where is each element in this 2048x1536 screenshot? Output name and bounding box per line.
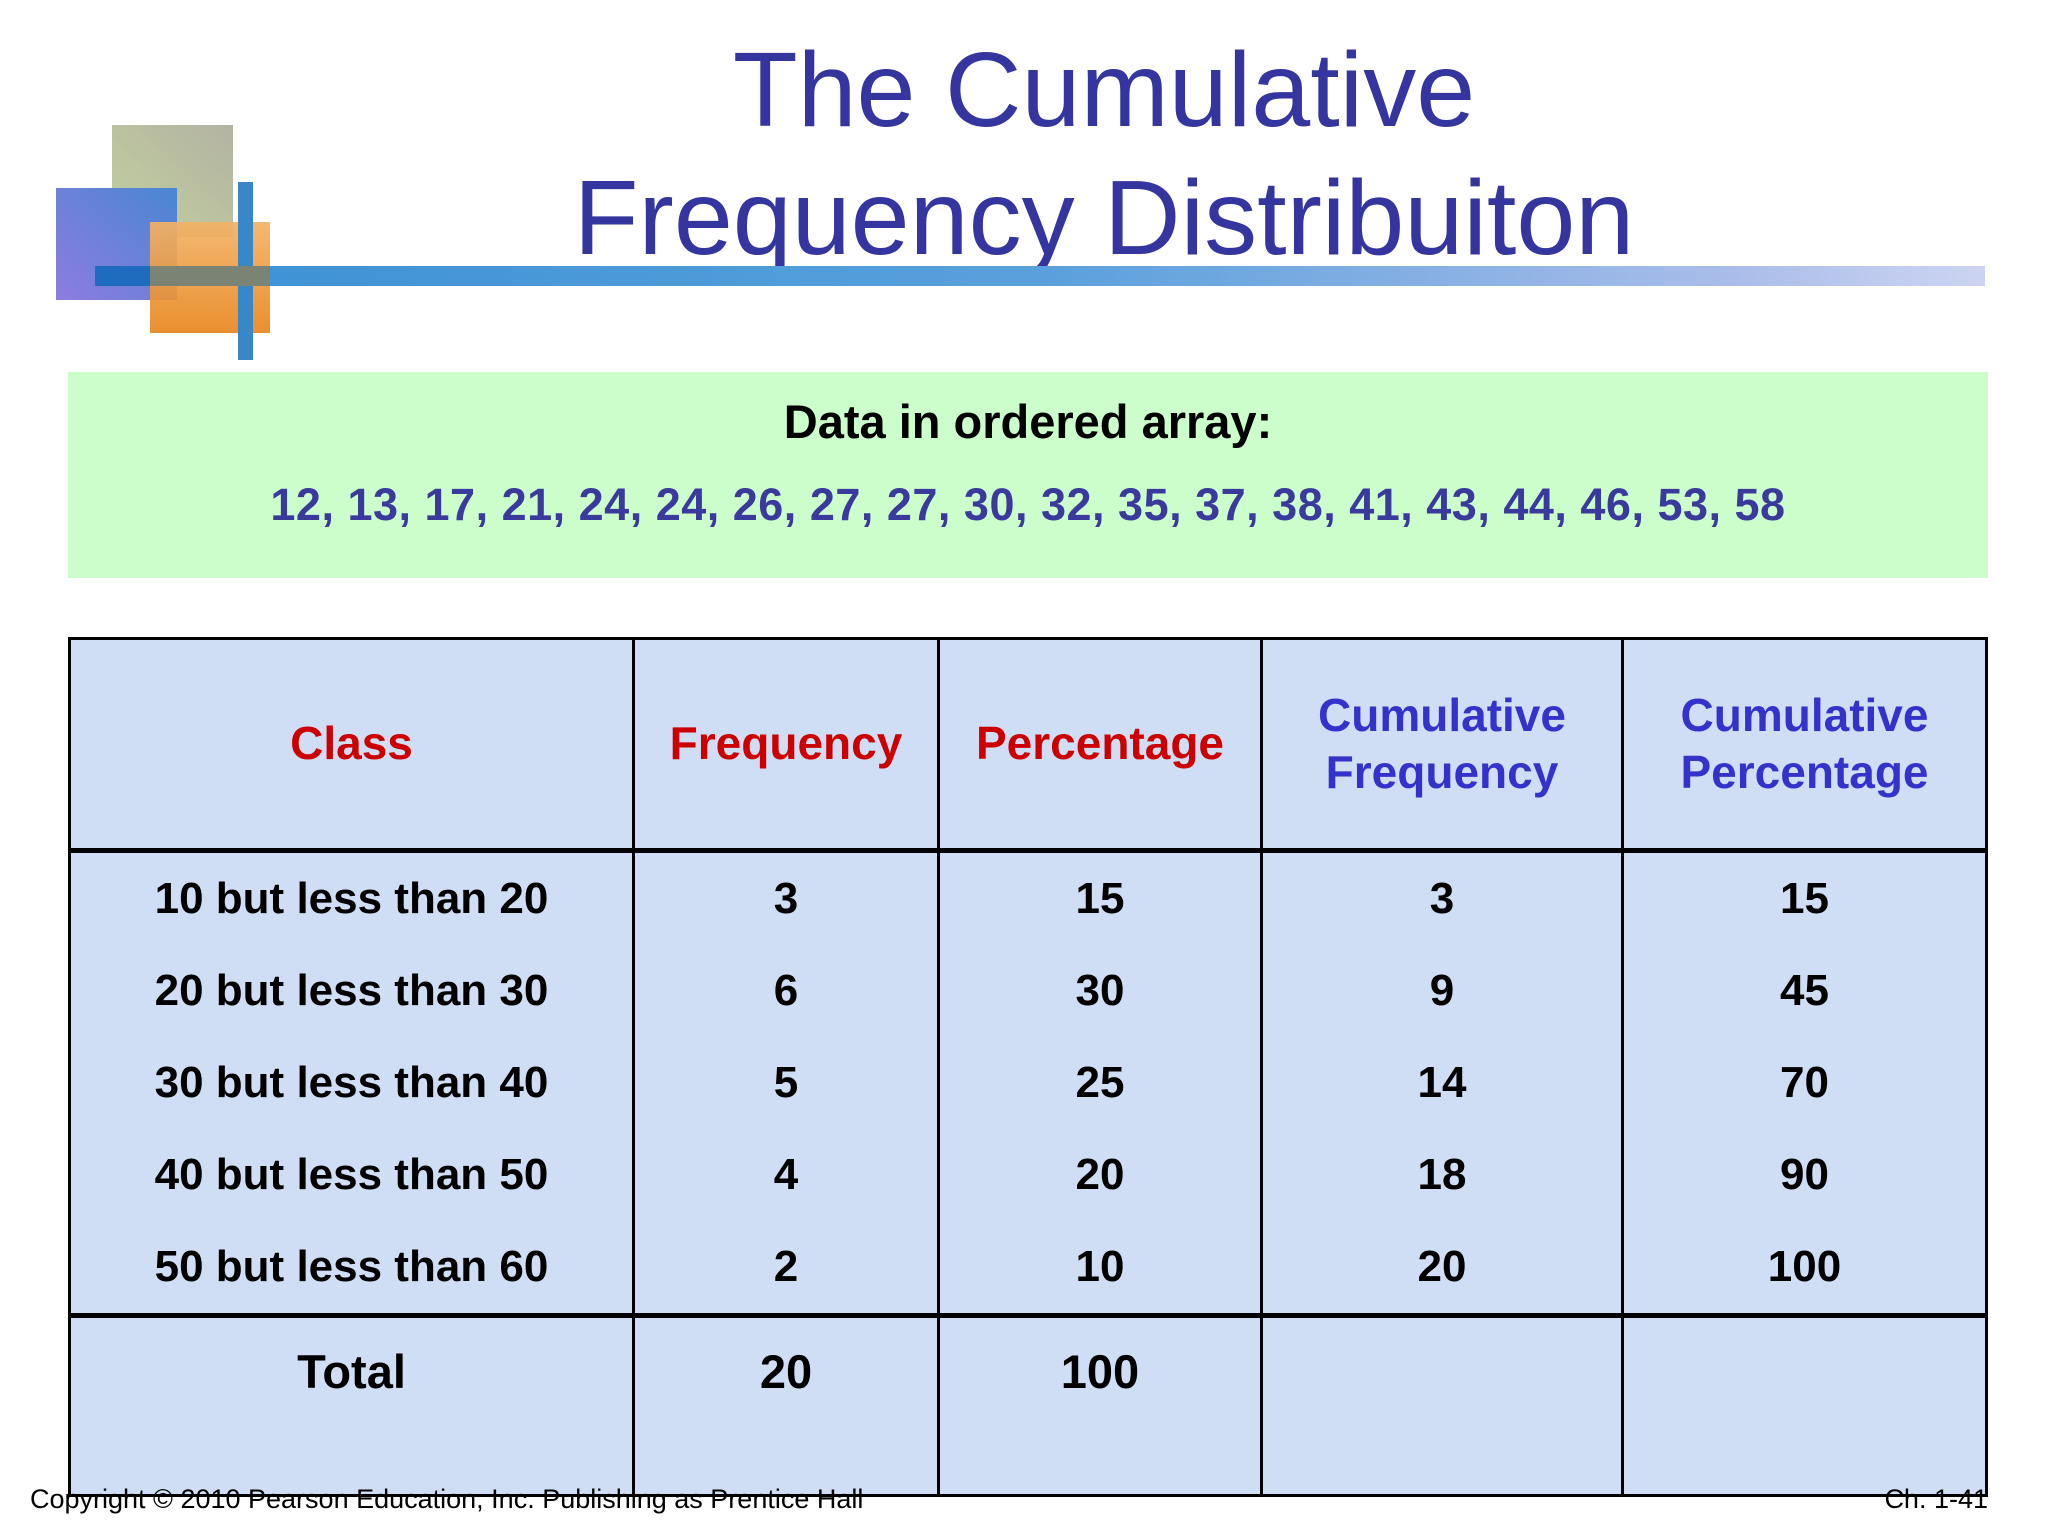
copyright-text: Copyright © 2010 Pearson Education, Inc.… (30, 1484, 864, 1514)
cell-cum-frequency: 20 (1260, 1221, 1624, 1316)
cell-cum-frequency: 3 (1260, 850, 1624, 945)
cell-class: 10 but less than 20 (68, 850, 635, 945)
cell-class: 40 but less than 50 (68, 1129, 635, 1221)
table-total-row: Total 20 100 (68, 1313, 1988, 1497)
table-header-row: Class Frequency Percentage Cumulative Fr… (68, 637, 1988, 853)
cell-frequency: 5 (632, 1037, 940, 1129)
total-frequency: 20 (632, 1313, 940, 1497)
total-cum-frequency-empty (1260, 1313, 1624, 1497)
frequency-table: Class Frequency Percentage Cumulative Fr… (68, 637, 1988, 1497)
total-percentage: 100 (937, 1313, 1263, 1497)
table-row: 30 but less than 40 5 25 14 70 (68, 1037, 1988, 1129)
cell-cum-percentage: 45 (1621, 945, 1988, 1037)
cell-percentage: 25 (937, 1037, 1263, 1129)
table-row: 40 but less than 50 4 20 18 90 (68, 1129, 1988, 1221)
cell-cum-percentage: 70 (1621, 1037, 1988, 1129)
cell-percentage: 30 (937, 945, 1263, 1037)
chapter-page-number: Ch. 1-41 (1884, 1484, 1988, 1514)
cell-frequency: 2 (632, 1221, 940, 1316)
cell-cum-frequency: 14 (1260, 1037, 1624, 1129)
cell-percentage: 10 (937, 1221, 1263, 1316)
total-cum-percentage-empty (1621, 1313, 1988, 1497)
col-header-class: Class (68, 637, 635, 853)
cell-class: 30 but less than 40 (68, 1037, 635, 1129)
cell-percentage: 20 (937, 1129, 1263, 1221)
col-header-cum-frequency: Cumulative Frequency (1260, 637, 1624, 853)
cell-frequency: 6 (632, 945, 940, 1037)
col-header-percentage: Percentage (937, 637, 1263, 853)
cell-cum-percentage: 90 (1621, 1129, 1988, 1221)
cell-cum-percentage: 100 (1621, 1221, 1988, 1316)
slide-title-line2: Frequency Distribuiton (573, 159, 1635, 278)
data-array-values: 12, 13, 17, 21, 24, 24, 26, 27, 27, 30, … (270, 479, 1786, 530)
table-row: 50 but less than 60 2 10 20 100 (68, 1221, 1988, 1316)
cell-frequency: 4 (632, 1129, 940, 1221)
cell-cum-frequency: 9 (1260, 945, 1624, 1037)
cell-percentage: 15 (937, 850, 1263, 945)
cell-cum-percentage: 15 (1621, 850, 1988, 945)
data-array-box: Data in ordered array: 12, 13, 17, 21, 2… (68, 372, 1988, 578)
col-header-frequency: Frequency (632, 637, 940, 853)
cell-class: 20 but less than 30 (68, 945, 635, 1037)
data-array-heading: Data in ordered array: (783, 395, 1273, 448)
table-row: 10 but less than 20 3 15 3 15 (68, 850, 1988, 945)
col-header-cum-percentage: Cumulative Percentage (1621, 637, 1988, 853)
slide-footer: Copyright © 2010 Pearson Education, Inc.… (30, 1484, 1988, 1515)
total-label: Total (68, 1313, 635, 1497)
accent-bar-segment-gray (150, 266, 270, 286)
slide-title-line1: The Cumulative (732, 31, 1476, 149)
table-row: 20 but less than 30 6 30 9 45 (68, 945, 1988, 1037)
cell-class: 50 but less than 60 (68, 1221, 635, 1316)
accent-bar (270, 266, 1985, 286)
slide-title: The Cumulative Frequency Distribuiton (160, 26, 2048, 283)
cell-frequency: 3 (632, 850, 940, 945)
accent-bar-segment-dark (95, 266, 150, 286)
cell-cum-frequency: 18 (1260, 1129, 1624, 1221)
